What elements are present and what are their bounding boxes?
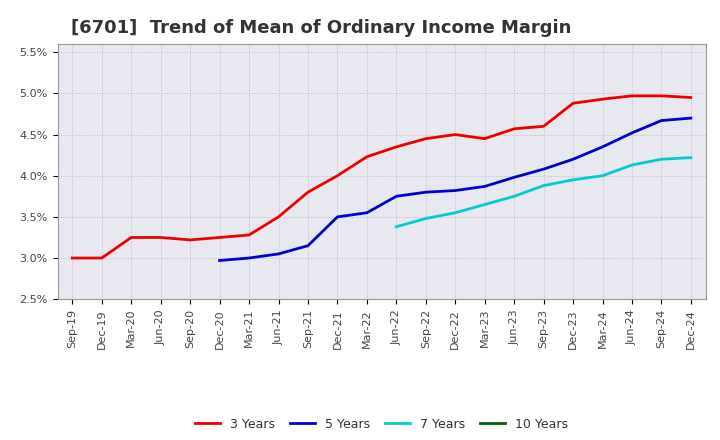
5 Years [245, 255, 253, 260]
3 Years [156, 235, 165, 240]
7 Years [657, 157, 666, 162]
3 Years [510, 126, 518, 132]
3 Years [480, 136, 489, 141]
5 Years [657, 118, 666, 123]
Text: [6701]  Trend of Mean of Ordinary Income Margin: [6701] Trend of Mean of Ordinary Income … [71, 19, 571, 37]
5 Years [510, 175, 518, 180]
5 Years [392, 194, 400, 199]
3 Years [392, 144, 400, 150]
3 Years [421, 136, 430, 141]
7 Years [421, 216, 430, 221]
Line: 5 Years: 5 Years [220, 118, 691, 260]
3 Years [628, 93, 636, 99]
7 Years [539, 183, 548, 188]
5 Years [480, 184, 489, 189]
7 Years [569, 177, 577, 183]
5 Years [569, 157, 577, 162]
Line: 3 Years: 3 Years [72, 96, 691, 258]
5 Years [598, 144, 607, 150]
Legend: 3 Years, 5 Years, 7 Years, 10 Years: 3 Years, 5 Years, 7 Years, 10 Years [190, 413, 573, 436]
3 Years [97, 255, 106, 260]
3 Years [687, 95, 696, 100]
3 Years [363, 154, 372, 159]
5 Years [333, 214, 342, 220]
3 Years [186, 237, 194, 242]
7 Years [392, 224, 400, 229]
3 Years [245, 232, 253, 238]
7 Years [628, 162, 636, 168]
3 Years [127, 235, 135, 240]
5 Years [687, 115, 696, 121]
7 Years [687, 155, 696, 160]
7 Years [510, 194, 518, 199]
5 Years [274, 251, 283, 257]
5 Years [451, 188, 459, 193]
3 Years [657, 93, 666, 99]
3 Years [333, 173, 342, 178]
5 Years [539, 166, 548, 172]
3 Years [451, 132, 459, 137]
3 Years [598, 96, 607, 102]
3 Years [274, 214, 283, 220]
5 Years [628, 130, 636, 136]
3 Years [569, 101, 577, 106]
5 Years [215, 258, 224, 263]
7 Years [480, 202, 489, 207]
3 Years [539, 124, 548, 129]
5 Years [304, 243, 312, 248]
7 Years [598, 173, 607, 178]
5 Years [421, 190, 430, 195]
7 Years [451, 210, 459, 216]
Line: 7 Years: 7 Years [396, 158, 691, 227]
5 Years [363, 210, 372, 216]
3 Years [215, 235, 224, 240]
3 Years [68, 255, 76, 260]
3 Years [304, 190, 312, 195]
